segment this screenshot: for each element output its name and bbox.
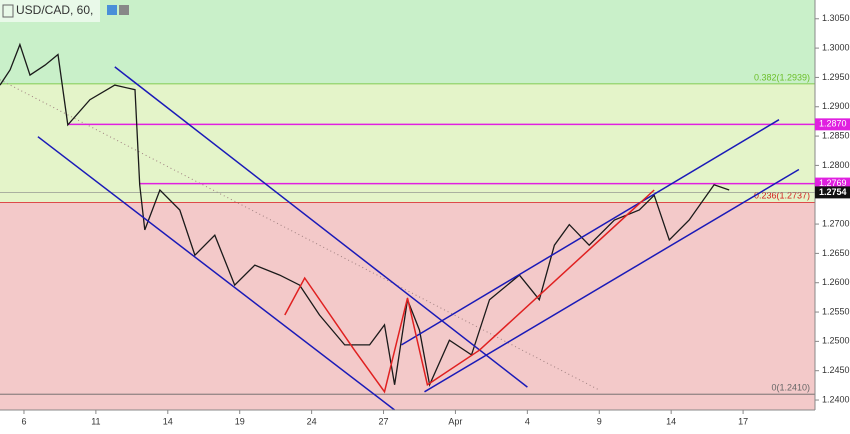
x-tick-label: 6 — [21, 416, 26, 426]
trendline — [284, 189, 655, 394]
fib-label: 0.382(1.2939) — [754, 72, 810, 82]
trendline — [37, 136, 396, 411]
y-tick-label: 1.2600 — [822, 277, 850, 287]
last-price-tag — [815, 186, 850, 199]
x-tick-label: 4 — [525, 416, 530, 426]
dotted-line — [0, 79, 600, 391]
x-tick-label: 24 — [307, 416, 317, 426]
trendline — [424, 168, 800, 393]
fib-label: 0(1.2410) — [771, 383, 810, 393]
price-tag-label: 1.2769 — [819, 178, 847, 188]
y-tick-label: 1.2900 — [822, 101, 850, 111]
y-tick-label: 1.2800 — [822, 160, 850, 170]
y-tick-label: 1.2850 — [822, 130, 850, 140]
title-bg — [0, 0, 100, 22]
y-tick-label: 1.2500 — [822, 336, 850, 346]
x-tick-label: 27 — [379, 416, 389, 426]
x-tick-label: 19 — [235, 416, 245, 426]
x-tick-label: Apr — [448, 416, 462, 426]
y-tick-label: 1.3050 — [822, 13, 850, 23]
trendline — [114, 66, 528, 388]
x-tick-label: 17 — [738, 416, 748, 426]
x-tick-label: 11 — [91, 416, 100, 426]
trendline — [401, 119, 780, 346]
price-axis-bg — [815, 0, 850, 429]
y-tick-label: 1.3000 — [822, 42, 850, 52]
price-tag — [815, 118, 850, 131]
x-tick-label: 9 — [597, 416, 602, 426]
zone — [0, 0, 815, 84]
price-tag-label: 1.2870 — [819, 119, 847, 129]
y-tick-label: 1.2400 — [822, 394, 850, 404]
y-tick-label: 1.2950 — [822, 72, 850, 82]
y-tick-label: 1.2650 — [822, 248, 850, 258]
settings-icon[interactable] — [119, 5, 129, 15]
y-tick-label: 1.2550 — [822, 306, 850, 316]
y-tick-label: 1.2450 — [822, 365, 850, 375]
last-price-label: 1.2754 — [819, 187, 847, 197]
zone — [0, 83, 815, 203]
zone — [0, 202, 815, 410]
chart-title: USD/CAD, 60, — [16, 3, 93, 17]
collapse-icon[interactable] — [2, 4, 14, 18]
price-line — [0, 42, 730, 387]
eye-icon[interactable] — [107, 5, 117, 15]
fib-label: 0.236(1.2737) — [754, 191, 810, 201]
x-tick-label: 14 — [163, 416, 173, 426]
y-tick-label: 1.2700 — [822, 218, 850, 228]
x-tick-label: 14 — [666, 416, 676, 426]
